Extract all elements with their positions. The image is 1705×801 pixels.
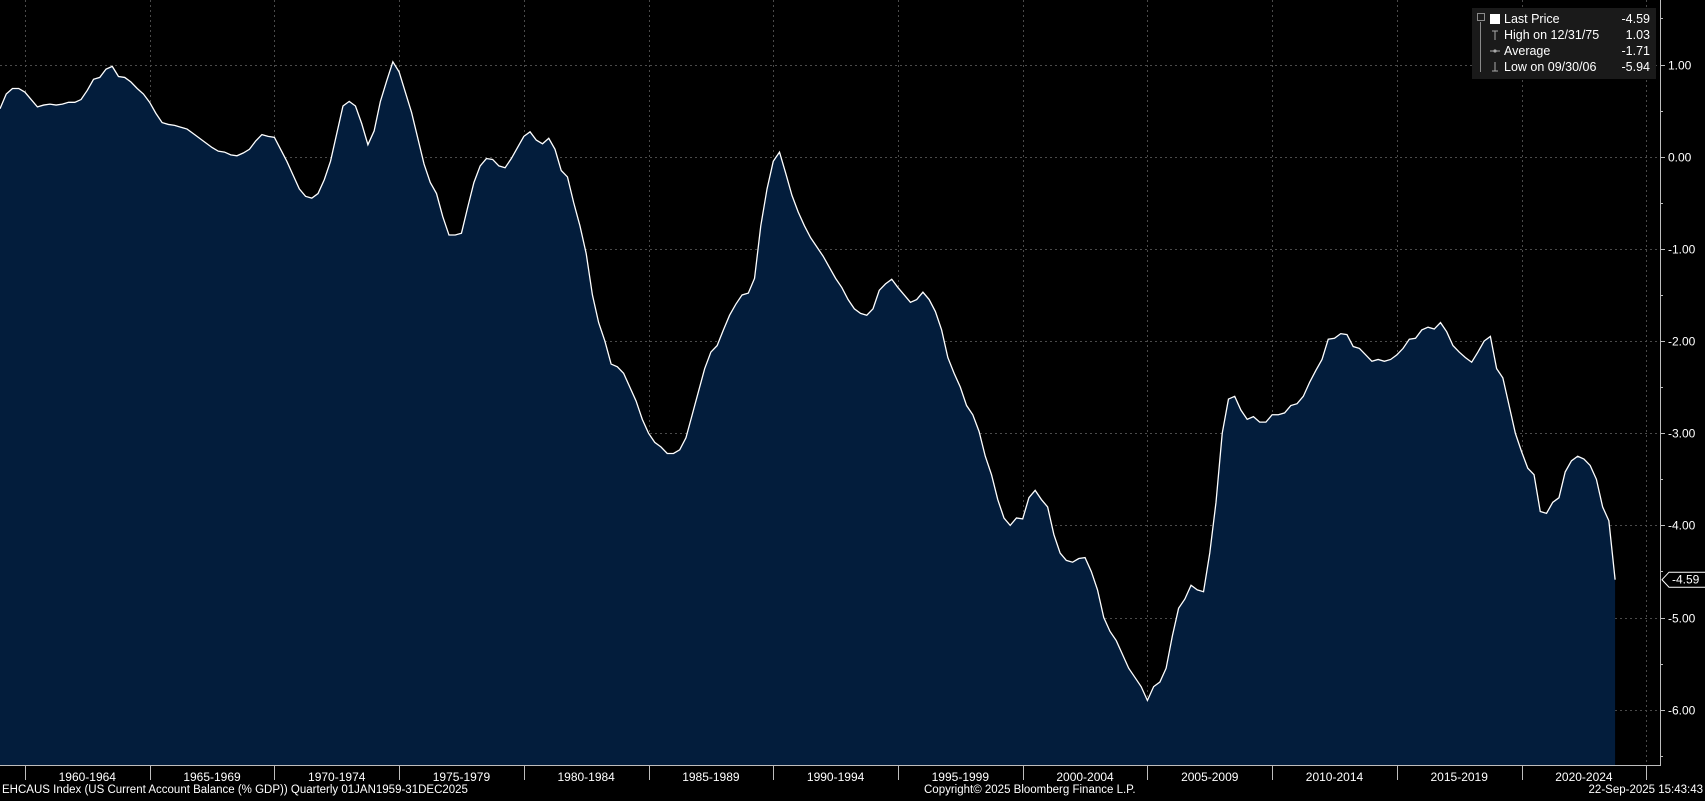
legend-row-average: Average -1.71 (1472, 43, 1656, 59)
legend-value: -5.94 (1621, 60, 1651, 74)
footer-security-description: EHCAUS Index (US Current Account Balance… (2, 784, 468, 796)
x-period-label: 2020-2024 (1555, 770, 1613, 784)
last-price-square-icon (1490, 14, 1500, 24)
y-tick-label: -1.00 (1668, 243, 1696, 257)
legend-label: Average (1504, 44, 1551, 58)
y-tick-label: -3.00 (1668, 427, 1696, 441)
legend-label: High on 12/31/75 (1504, 28, 1600, 42)
x-period-label: 2000-2004 (1056, 770, 1114, 784)
y-tick-label: 1.00 (1668, 59, 1692, 73)
last-value-tag-text: -4.59 (1672, 573, 1700, 587)
x-period-label: 1975-1979 (433, 770, 491, 784)
last-value-tag: -4.59 (1661, 571, 1705, 588)
legend-row-low: Low on 09/30/06 -5.94 (1472, 59, 1656, 75)
footer-timestamp: 22-Sep-2025 15:43:43 (1588, 784, 1703, 796)
legend-row-high: High on 12/31/75 1.03 (1472, 27, 1656, 43)
x-period-label: 1970-1974 (308, 770, 366, 784)
legend-row-last-price: Last Price -4.59 (1472, 11, 1656, 27)
x-period-label: 2005-2009 (1181, 770, 1239, 784)
x-period-label: 2015-2019 (1431, 770, 1489, 784)
legend: Last Price -4.59 High on 12/31/75 1.03 A… (1472, 8, 1656, 79)
average-marker-icon (1490, 49, 1500, 53)
x-period-label: 1985-1989 (682, 770, 740, 784)
legend-label: Last Price (1504, 12, 1560, 26)
series-line (0, 60, 1616, 703)
x-period-label: 1995-1999 (932, 770, 990, 784)
x-period-label: 1960-1964 (59, 770, 117, 784)
legend-collapse-icon[interactable] (1477, 13, 1485, 21)
y-tick-label: -6.00 (1668, 704, 1696, 718)
x-axis-ticks (25, 765, 1647, 780)
x-period-label: 1990-1994 (807, 770, 865, 784)
legend-value: 1.03 (1625, 28, 1650, 42)
y-tick-label: -2.00 (1668, 335, 1696, 349)
footer-copyright: Copyright© 2025 Bloomberg Finance L.P. (924, 784, 1136, 796)
y-tick-label: 0.00 (1668, 151, 1692, 165)
legend-label: Low on 09/30/06 (1504, 60, 1597, 74)
legend-tree-line (1480, 22, 1481, 72)
x-axis-labels: 1960-1964 1965-1969 1970-1974 1975-1979 1980… (59, 770, 1613, 784)
y-tick-label: -4.00 (1668, 519, 1696, 533)
last-value-tag-box (1661, 571, 1705, 588)
legend-value: -4.59 (1621, 12, 1651, 26)
x-period-label: 1980-1984 (557, 770, 615, 784)
x-period-label: 2010-2014 (1306, 770, 1364, 784)
series-area-fill (0, 61, 1616, 765)
y-axis-ticks (1660, 18, 1665, 757)
y-axis-labels: 1.00 0.00 -1.00 -2.00 -3.00 -4.00 -5.00 -6.00 (1668, 59, 1696, 718)
y-tick-label: -5.00 (1668, 612, 1696, 626)
high-marker-icon (1492, 30, 1498, 40)
x-period-label: 1965-1969 (183, 770, 241, 784)
legend-value: -1.71 (1621, 44, 1651, 58)
low-marker-icon (1492, 62, 1498, 72)
